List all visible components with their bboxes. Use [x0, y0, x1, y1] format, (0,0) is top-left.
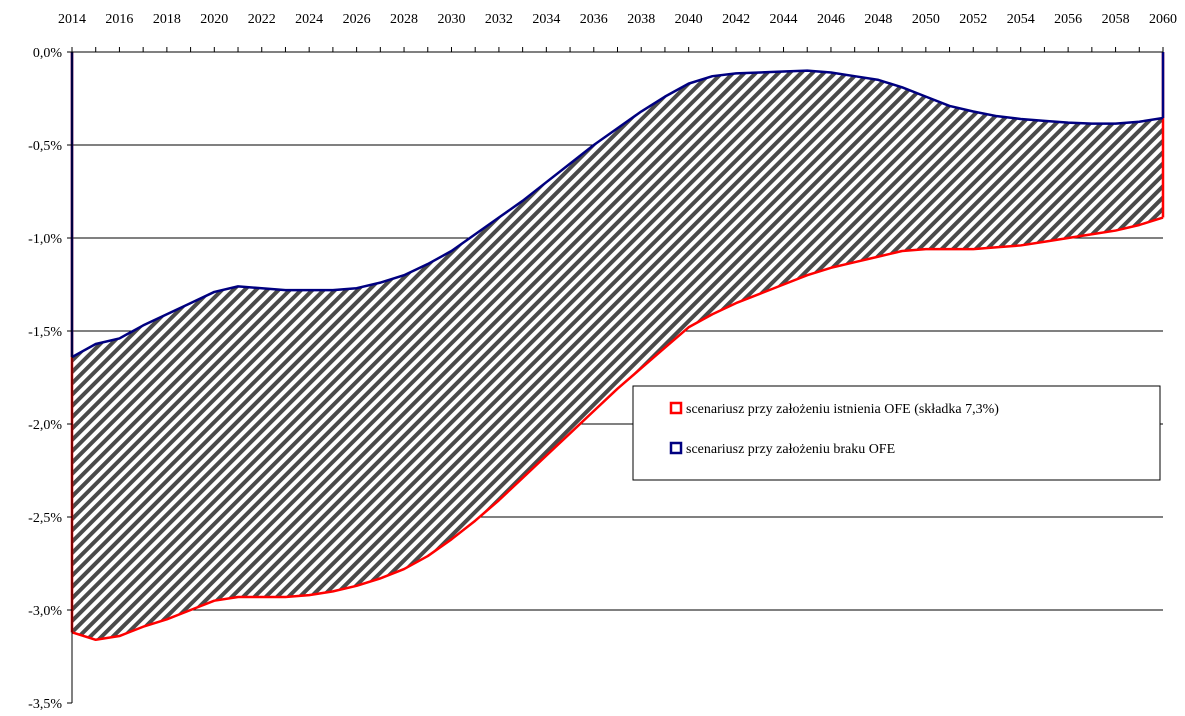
x-tick-label: 2052: [959, 12, 987, 27]
x-tick-label: 2042: [722, 12, 750, 27]
x-tick-label: 2018: [153, 12, 181, 27]
x-tick-label: 2048: [864, 12, 892, 27]
x-tick-label: 2044: [770, 12, 798, 27]
series-line-1: [71, 216, 1164, 642]
x-tick-label: 2026: [343, 12, 371, 27]
legend-entry-label: scenariusz przy założeniu istnienia OFE …: [686, 402, 999, 417]
x-tick-label: 2036: [580, 12, 608, 27]
x-tick-label: 2050: [912, 12, 940, 27]
x-tick-label: 2024: [295, 12, 323, 27]
x-tick-label: 2020: [200, 12, 228, 27]
legend: scenariusz przy założeniu istnienia OFE …: [632, 385, 1161, 481]
y-tick-label: -1,0%: [28, 232, 62, 247]
hatched-area-between-series: [72, 70, 1163, 640]
hatched-area: [72, 70, 1163, 640]
x-tick-label: 2016: [105, 12, 133, 27]
y-tick-label: -1,5%: [28, 325, 62, 340]
x-tick-label: 2014: [58, 12, 86, 27]
y-tick-label: 0,0%: [33, 46, 63, 61]
x-tick-label: 2058: [1102, 12, 1130, 27]
x-tick-label: 2046: [817, 12, 845, 27]
x-tick-label: 2060: [1149, 12, 1177, 27]
legend-swatch: [669, 401, 683, 415]
y-tick-label: -3,5%: [28, 697, 62, 711]
x-tick-label: 2022: [248, 12, 276, 27]
legend-box: [632, 385, 1161, 481]
x-tick-label: 2028: [390, 12, 418, 27]
x-tick-label: 2032: [485, 12, 513, 27]
x-tick-labels: 2014 2016 2018 2020 2022 2024 2026 2028 2030 2032…: [58, 12, 1177, 27]
x-tick-label: 2054: [1007, 12, 1035, 27]
legend-entry-label: scenariusz przy założeniu braku OFE: [686, 442, 895, 457]
x-tick-label: 2030: [437, 12, 465, 27]
axes: [67, 47, 1164, 704]
y-tick-label: -3,0%: [28, 604, 62, 619]
x-tick-label: 2040: [675, 12, 703, 27]
x-tick-label: 2056: [1054, 12, 1082, 27]
y-tick-label: -2,0%: [28, 418, 62, 433]
x-tick-label: 2038: [627, 12, 655, 27]
y-tick-label: -2,5%: [28, 511, 62, 526]
y-tick-labels: 0,0% -0,5% -1,0% -1,5% -2,0% -2,5% -3,0% -3,5%: [28, 46, 63, 712]
legend-swatch: [669, 441, 683, 455]
x-tick-label: 2034: [532, 12, 560, 27]
y-tick-label: -0,5%: [28, 139, 62, 154]
series-line-2: [71, 69, 1164, 359]
